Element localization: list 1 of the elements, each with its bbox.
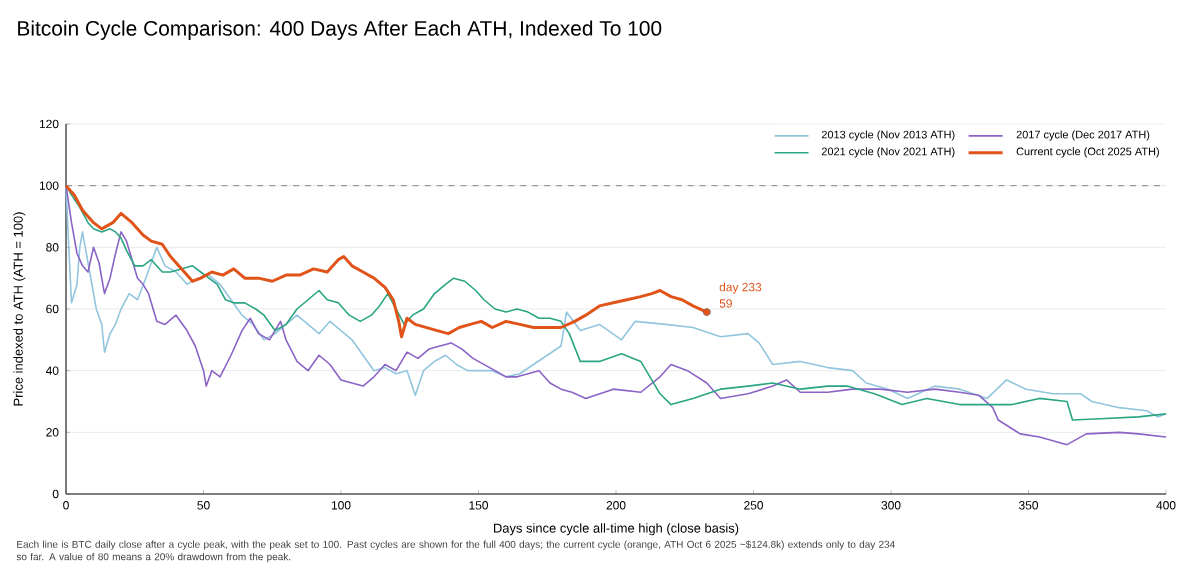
chart-title: Bitcoin Cycle Comparison: 400 Days After Each ATH, Indexed To 100 — [18, 20, 662, 40]
